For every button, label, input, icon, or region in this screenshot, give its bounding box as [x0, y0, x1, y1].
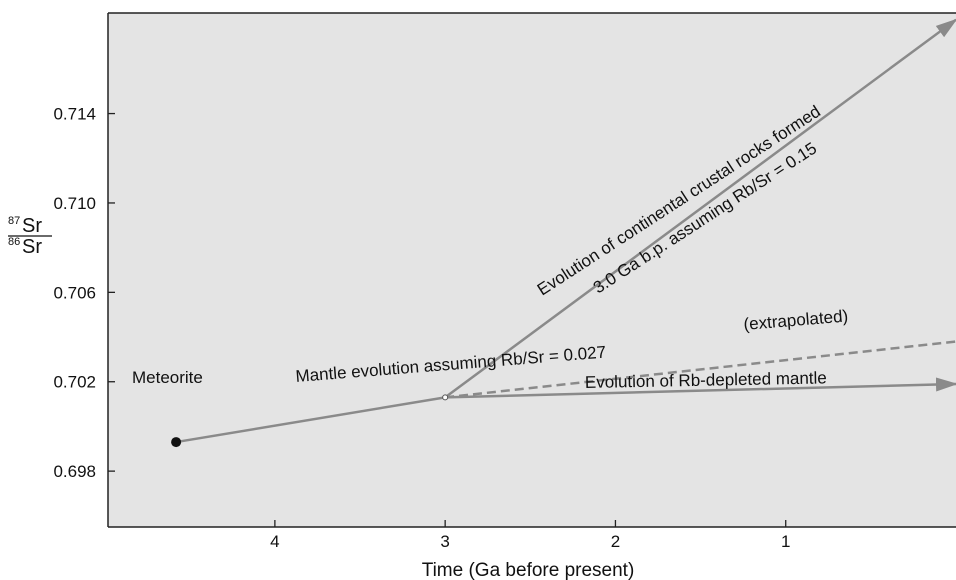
origin-point [442, 394, 449, 401]
x-tick-label: 1 [781, 532, 790, 551]
y-tick-label: 0.710 [53, 194, 96, 213]
meteorite-point [171, 437, 182, 448]
y-tick-label: 0.698 [53, 462, 96, 481]
series-layer [175, 18, 956, 444]
y-label-numerator: Sr [22, 215, 42, 237]
y-tick-label: 0.714 [53, 105, 96, 124]
x-ticks: 4 3 2 1 [270, 520, 790, 551]
mantle-line [175, 396, 446, 444]
depleted-mantle-label: Evolution of Rb-depleted mantle [585, 368, 827, 392]
y-label-denominator: Sr [22, 236, 42, 258]
plot-area [108, 13, 956, 527]
depleted-line [445, 377, 956, 399]
y-label-numerator-sup: 87 [8, 215, 20, 227]
y-axis-label: 87 Sr 86 Sr [8, 215, 52, 258]
crust-line [444, 18, 956, 399]
marker-layer [171, 394, 449, 448]
y-label-denominator-sup: 86 [8, 236, 20, 248]
x-axis-label: Time (Ga before present) [422, 560, 635, 580]
extrapolated-line [445, 340, 956, 399]
x-tick-label: 2 [611, 532, 620, 551]
y-tick-label: 0.706 [53, 283, 96, 302]
meteorite-label: Meteorite [132, 368, 203, 387]
x-tick-label: 4 [270, 532, 279, 551]
y-tick-label: 0.702 [53, 373, 96, 392]
x-tick-label: 3 [440, 532, 449, 551]
y-ticks: 0.698 0.702 0.706 0.710 0.714 [53, 105, 115, 481]
